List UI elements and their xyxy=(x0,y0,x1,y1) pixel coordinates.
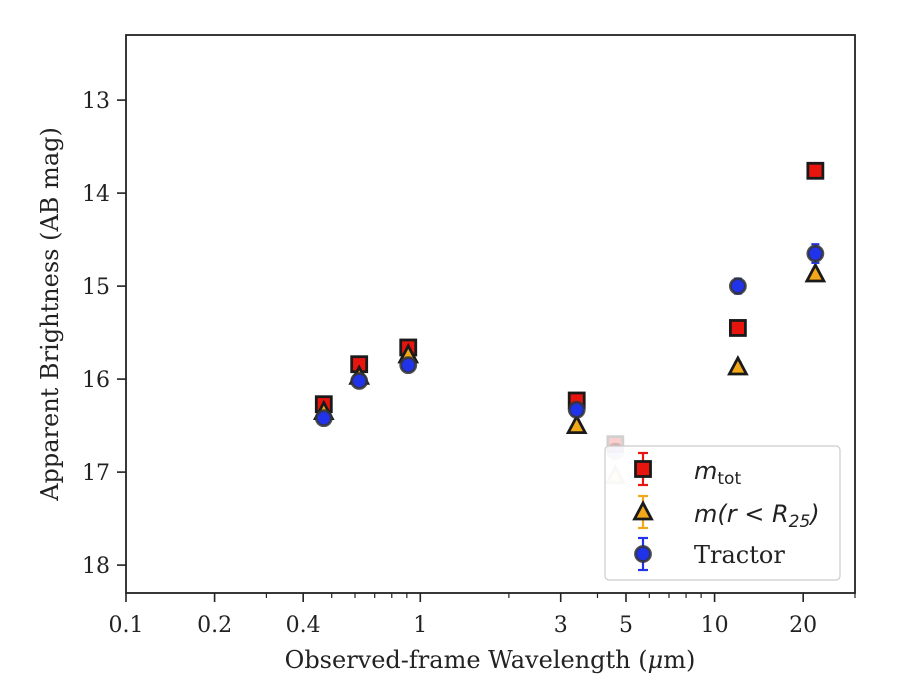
data-point xyxy=(728,277,747,296)
marker-square xyxy=(806,161,825,180)
marker-triangle xyxy=(727,355,749,376)
legend-label-m-tot: mtot xyxy=(694,457,741,489)
data-point xyxy=(350,372,369,390)
legend-marker-circle xyxy=(634,536,652,572)
legend-marker-triangle xyxy=(632,494,654,530)
data-point xyxy=(727,355,749,376)
legend-label-tractor: Tractor xyxy=(694,541,785,569)
legend: mtot m(r < R25) Tractor xyxy=(604,445,841,581)
marker-circle xyxy=(806,244,825,263)
y-tick-label: 17 xyxy=(82,461,110,486)
marker-circle xyxy=(314,409,333,428)
marker-triangle xyxy=(804,262,827,283)
data-point xyxy=(806,243,825,264)
y-tick-label: 16 xyxy=(82,368,110,393)
data-point xyxy=(565,413,588,435)
legend-marker-square xyxy=(634,451,652,487)
marker-square xyxy=(728,319,747,337)
legend-label-m-r25: m(r < R25) xyxy=(694,500,820,532)
data-point xyxy=(804,262,827,283)
x-tick-label: 5 xyxy=(619,613,633,638)
y-tick-label: 15 xyxy=(82,275,110,300)
marker-circle xyxy=(728,277,747,296)
x-tick-label: 20 xyxy=(789,613,817,638)
x-axis-label: Observed-frame Wavelength (μm) xyxy=(285,646,696,674)
data-point xyxy=(567,400,586,419)
x-tick-label: 10 xyxy=(701,613,729,638)
legend-symbol-square xyxy=(634,460,652,478)
axis-ticks xyxy=(117,99,856,602)
x-tick-label: 0.1 xyxy=(109,613,144,638)
y-tick-label: 14 xyxy=(82,182,110,207)
data-point xyxy=(399,356,418,375)
x-tick-label: 0.4 xyxy=(286,613,321,638)
x-tick-labels: 0.1 0.2 0.4 1 3 5 10 20 xyxy=(109,613,818,638)
x-tick-label: 0.2 xyxy=(197,613,232,638)
y-tick-labels: 13 14 15 16 17 18 xyxy=(82,89,110,579)
marker-circle xyxy=(567,400,586,419)
data-series xyxy=(312,161,827,485)
legend-symbol-triangle xyxy=(632,500,654,521)
marker-circle xyxy=(350,372,369,390)
x-tick-label: 3 xyxy=(554,613,568,638)
y-axis-label: Apparent Brightness (AB mag) xyxy=(36,127,64,502)
marker-triangle xyxy=(565,413,588,435)
data-point xyxy=(806,161,825,180)
y-tick-label: 18 xyxy=(82,554,110,579)
legend-symbol-circle xyxy=(634,545,652,563)
y-tick-label: 13 xyxy=(82,89,110,114)
marker-circle xyxy=(399,356,418,375)
x-tick-label: 1 xyxy=(413,613,427,638)
data-point xyxy=(728,319,747,337)
legend-box xyxy=(604,445,841,581)
data-point xyxy=(314,409,333,428)
series-circle xyxy=(314,243,825,461)
